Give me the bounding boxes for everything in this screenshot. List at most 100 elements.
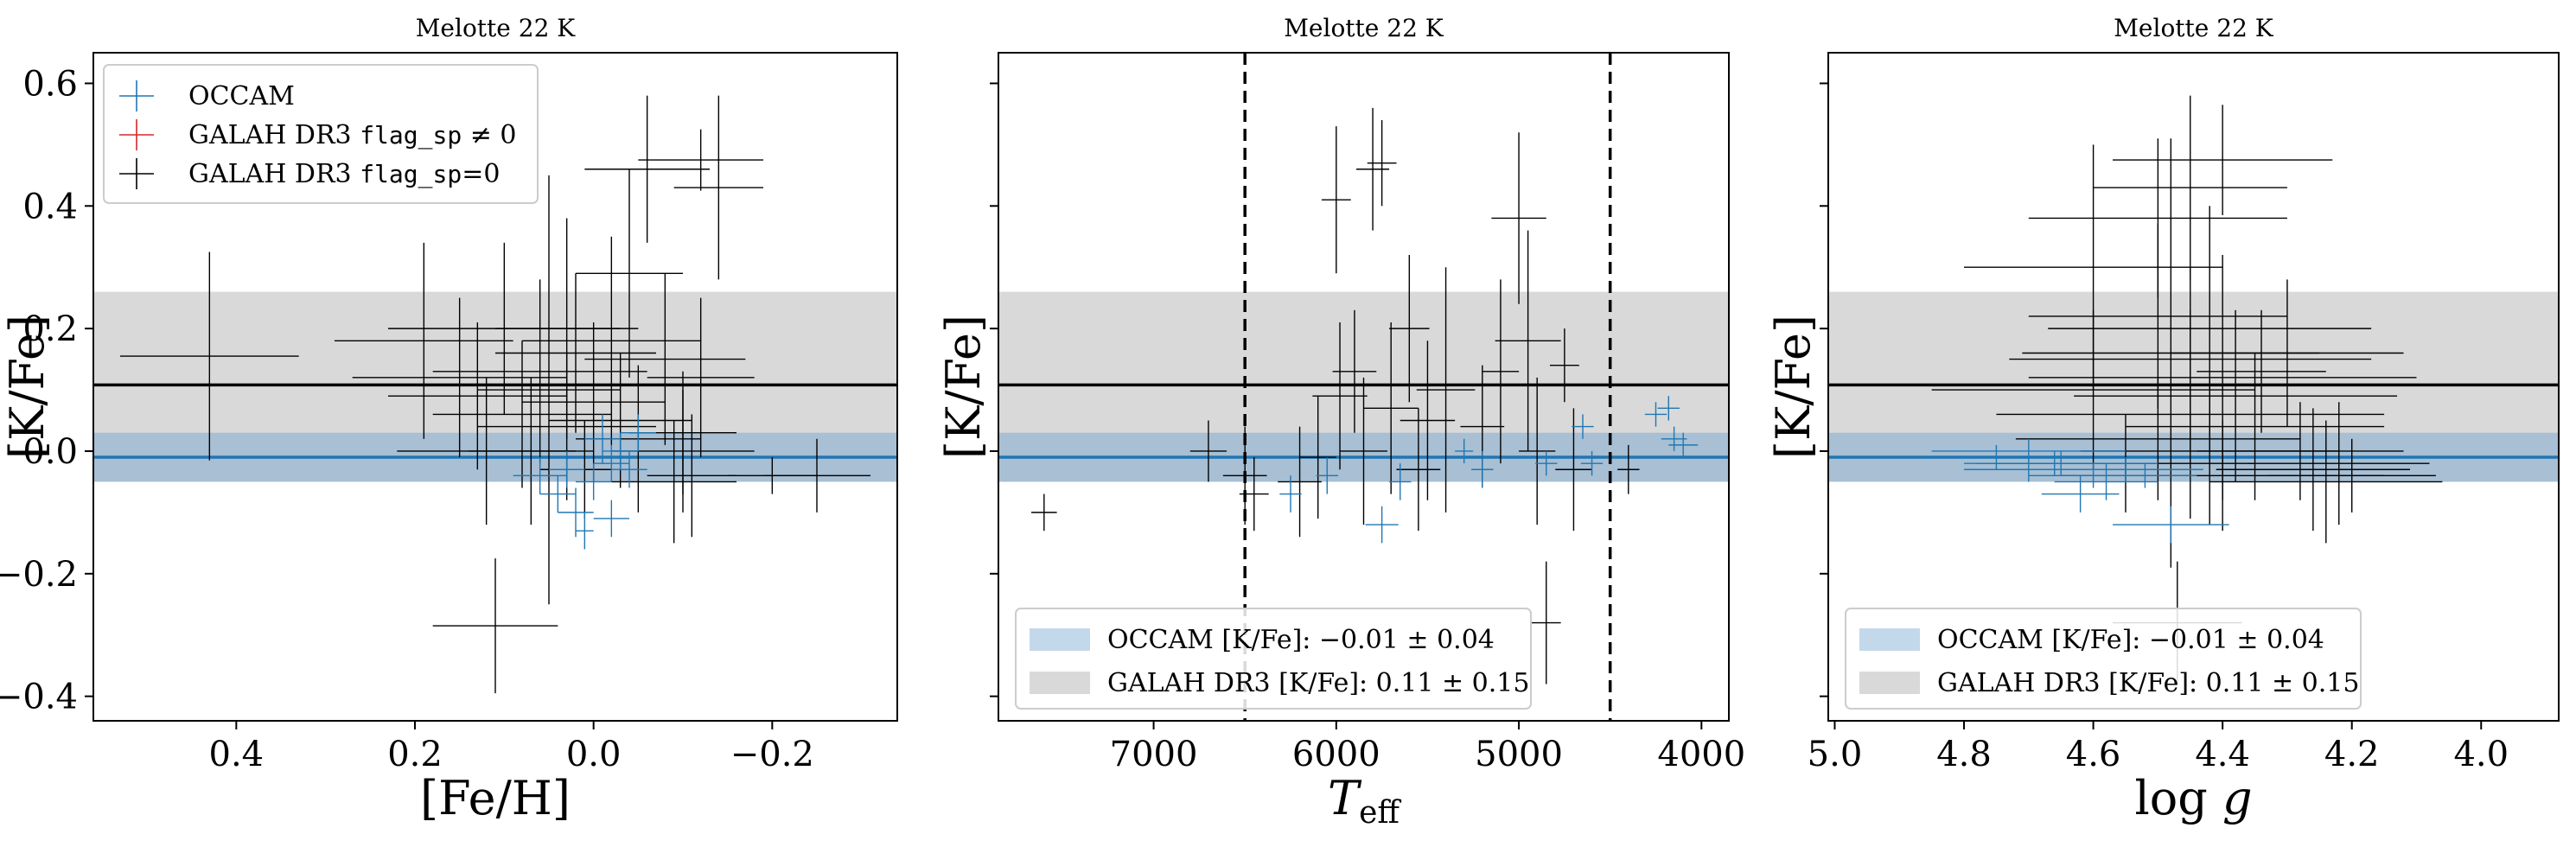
- data-point: [388, 322, 567, 470]
- series-occam: [1279, 396, 1699, 544]
- data-point: [1535, 450, 1558, 476]
- plot-area: [1828, 95, 2559, 685]
- data-point: [1278, 426, 1322, 538]
- plot-frame: [998, 52, 1730, 722]
- x-tick-label: 4000: [1657, 735, 1745, 774]
- data-point: [1031, 494, 1057, 532]
- legend-swatch: [1030, 672, 1090, 694]
- data-point: [603, 432, 639, 470]
- panel-3: 5.0 4.8 4.6 4.4 4.2 4.0 Melotte 22 K [K/Fe] log …: [1766, 14, 2560, 825]
- data-point: [1491, 132, 1546, 304]
- data-point: [1661, 426, 1687, 451]
- data-point: [2216, 408, 2411, 532]
- data-point: [584, 414, 621, 464]
- y-tick-label: 0.4: [22, 187, 78, 226]
- data-point: [477, 175, 621, 605]
- legend: OCCAM [K/Fe]: −0.01 ± 0.04 GALAH DR3 [K/F…: [1845, 608, 2362, 710]
- data-point: [1389, 463, 1412, 500]
- legend-label-tail: ≠ 0: [462, 120, 516, 150]
- data-point: [576, 512, 594, 550]
- data-point: [2113, 506, 2229, 544]
- legend-entry-label: GALAH DR3 [K/Fe]: 0.11 ± 0.15: [1937, 668, 2359, 698]
- data-point: [495, 218, 639, 439]
- data-point: [1340, 377, 1387, 525]
- x-axis-label-italic: g: [2222, 771, 2253, 825]
- series-galah-dr3-flag-sp-0: [1931, 95, 2443, 685]
- data-point: [2028, 224, 2287, 409]
- x-tick-label: 4.6: [2066, 735, 2121, 774]
- data-point: [522, 236, 701, 445]
- legend-label-main: GALAH DR3: [188, 159, 360, 189]
- y-tick-label: 0.6: [22, 64, 78, 104]
- x-tick-label: 5.0: [1808, 735, 1863, 774]
- data-point: [1189, 420, 1227, 482]
- data-point: [2048, 457, 2203, 482]
- x-axis-label: [Fe/H]: [420, 771, 571, 825]
- data-point: [611, 420, 736, 544]
- y-tick-label: 0.0: [22, 432, 78, 472]
- data-point: [647, 297, 755, 458]
- legend-label-code: flag_sp: [360, 160, 462, 189]
- series-galah-dr3-flag-sp-0: [1031, 107, 1640, 685]
- data-point: [549, 450, 585, 488]
- data-point: [1495, 230, 1561, 451]
- x-tick-label: 0.2: [387, 735, 443, 774]
- data-point: [1367, 120, 1397, 207]
- panel-title: Melotte 22 K: [1284, 14, 1444, 42]
- legend-label-main: GALAH DR3: [188, 120, 360, 150]
- data-point: [576, 169, 683, 378]
- panel-1: 0.4 0.2 0.0 −0.2 −0.4 −0.2 0.0 0.2 0.4 0.6 Melotte…: [0, 14, 898, 825]
- legend-frame: [1015, 608, 1532, 710]
- data-point: [1976, 450, 2133, 476]
- y-tick-label: −0.2: [0, 555, 78, 595]
- legend-swatch: [1859, 672, 1920, 694]
- legend-swatch: [1859, 628, 1920, 651]
- x-tick-label: 6000: [1292, 735, 1380, 774]
- x-tick-label: 4.0: [2453, 735, 2509, 774]
- x-axis-label-main: log: [2134, 771, 2222, 825]
- legend-entry-label: GALAH DR3 [K/Fe]: 0.11 ± 0.15: [1107, 668, 1529, 698]
- x-tick-label: 4.8: [1936, 735, 1992, 774]
- data-point: [2022, 138, 2320, 568]
- data-point: [1519, 377, 1556, 525]
- data-point: [1531, 561, 1561, 685]
- x-axis-label: Teff: [1328, 771, 1401, 831]
- data-point: [1416, 267, 1476, 513]
- data-point: [397, 377, 576, 525]
- data-point: [1455, 438, 1474, 464]
- legend-label-tail: =0: [462, 159, 500, 189]
- x-axis-label-sub: eff: [1359, 795, 1401, 831]
- data-point: [1363, 322, 1419, 494]
- legend-entry-label: OCCAM: [188, 81, 295, 111]
- data-point: [647, 414, 736, 538]
- data-point: [673, 95, 763, 280]
- data-point: [1471, 450, 1494, 488]
- data-point: [2093, 95, 2287, 280]
- legend-entry-label: GALAH DR3 flag_sp ≠ 0: [188, 120, 517, 150]
- x-tick-label: −0.2: [730, 735, 814, 774]
- panel-2: 7000 6000 5000 4000 Melotte 22 K [K/Fe] Teff OC…: [936, 14, 1745, 831]
- series-galah-dr3-flag-sp-0: [120, 95, 870, 694]
- data-point: [1549, 328, 1579, 403]
- y-tick-label: 0.2: [22, 309, 78, 349]
- data-point: [558, 487, 594, 538]
- data-point: [2209, 420, 2443, 544]
- data-point: [335, 242, 513, 439]
- data-point: [1316, 457, 1338, 494]
- data-point: [593, 500, 629, 538]
- x-tick-label: 5000: [1475, 735, 1563, 774]
- data-point: [1668, 432, 1699, 458]
- data-point: [584, 95, 710, 243]
- data-point: [1996, 309, 2385, 519]
- data-point: [1356, 107, 1390, 231]
- x-tick-label: 0.0: [566, 735, 622, 774]
- data-point: [1389, 255, 1430, 403]
- data-point: [1617, 444, 1640, 494]
- x-tick-label: 4.4: [2195, 735, 2250, 774]
- legend-frame: [103, 64, 539, 204]
- legend-entry-label: GALAH DR3 flag_sp=0: [188, 159, 500, 189]
- data-point: [576, 463, 612, 500]
- data-point: [522, 322, 666, 482]
- data-point: [1657, 396, 1680, 421]
